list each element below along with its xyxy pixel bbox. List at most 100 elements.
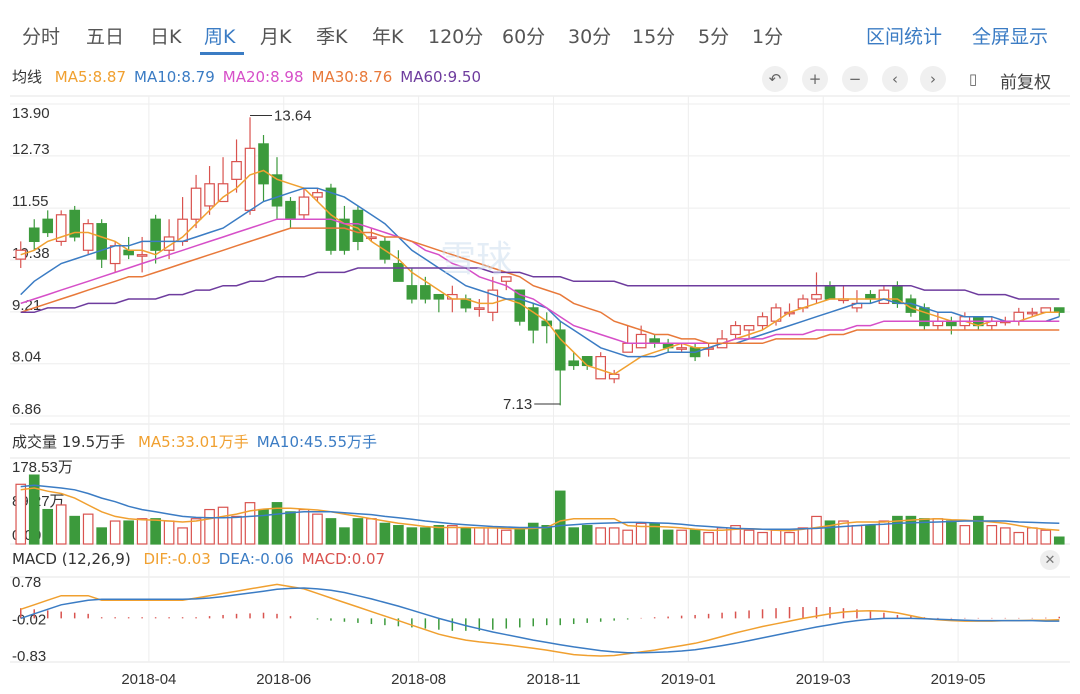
tab-4[interactable]: 月K [260,26,292,48]
candle-body [581,356,593,367]
x-tick-label: 2019-05 [931,671,986,688]
candle-body [82,223,94,251]
candle-body [244,147,256,211]
watermark: 雪球 [440,239,513,280]
tab-9[interactable]: 30分 [568,26,612,48]
candle-icon[interactable]: ▯ [960,66,986,92]
candle-body [393,262,404,282]
fullscreen-link[interactable]: 全屏显示 [972,26,1049,48]
volume-bar [460,527,472,545]
candle-body [811,293,822,300]
chevron-left-icon[interactable]: ‹ [882,66,908,92]
chevron-right-icon[interactable]: › [920,66,946,92]
macd-legend-item-0: DIF:-0.03 [143,550,211,568]
candle-body [622,342,633,353]
candle-body [28,227,40,242]
tab-2[interactable]: 日K [150,26,182,48]
candle-body [339,218,350,251]
macd-dif-line [20,583,1060,657]
candle-body [743,324,755,331]
volume-bar [136,518,148,545]
tab-1[interactable]: 五日 [86,26,125,48]
volume-bar [973,515,984,545]
x-tick-label: 2018-06 [256,671,311,688]
tab-6[interactable]: 年K [372,26,404,48]
candle-body [285,200,296,220]
candle-body [878,289,890,305]
volume-bar [447,525,458,545]
active-tab-underline [200,52,244,55]
ma-legend-item-3: MA30:8.76 [311,68,393,86]
volume-bar [905,515,917,545]
price-axis-label: 12.73 [12,141,50,158]
range-stats-link[interactable]: 区间统计 [866,26,943,48]
volume-bar [676,529,687,545]
macd-axis-label: -0.02 [12,611,46,628]
x-tick-label: 2018-08 [391,671,446,688]
volume-bar [757,531,768,545]
volume-bar [42,508,54,545]
candle-body [433,293,445,300]
volume-bar [420,527,431,545]
candle-body [757,316,768,327]
candle-body [204,183,215,207]
volume-bar [541,525,553,545]
volume-bar [231,515,242,545]
volume-bar [838,520,849,545]
plus-icon[interactable]: + [802,66,828,92]
tab-7[interactable]: 120分 [428,26,484,48]
candle-body [473,307,485,310]
candle-body [231,161,242,180]
volume-bar [487,527,499,545]
close-icon[interactable]: ✕ [1040,550,1060,570]
volume-bar [271,502,283,545]
ma-line-ma30 [20,227,1060,345]
price-axis-label: 13.90 [12,105,50,122]
candle-body [312,192,323,198]
x-tick-label: 2018-11 [527,671,581,688]
adjust-label[interactable]: 前复权 [1000,73,1051,93]
volume-bar [689,529,701,545]
volume-axis-label: 178.53万 [12,459,73,476]
volume-bar [730,525,741,545]
volume-bar [285,511,296,545]
tab-11[interactable]: 5分 [698,26,730,48]
ma-legend-item-0: MA5:8.87 [54,68,126,86]
x-tick-label: 2019-01 [661,671,716,688]
volume-bar [865,525,876,545]
price-axis-label: 11.55 [12,193,48,210]
annotation-high: 13.64 [274,108,312,125]
ma-legend-label: 均线 [12,68,43,86]
volume-bar [82,513,94,545]
volume-bar [635,522,647,545]
tab-12[interactable]: 1分 [752,26,784,48]
annotation-low: 7.13 [503,396,532,413]
tab-8[interactable]: 60分 [502,26,546,48]
candle-body [42,218,54,234]
candle-body [824,285,836,300]
volume-bar [500,529,512,545]
undo-icon[interactable]: ↶ [762,66,788,92]
volume-bar [15,483,27,545]
volume-bar [204,508,215,545]
tab-10[interactable]: 15分 [632,26,676,48]
volume-legend-item-1: MA10:45.55万手 [256,433,377,451]
volume-bar [325,518,337,545]
tab-5[interactable]: 季K [316,26,348,48]
candle-body [177,218,188,242]
volume-bar [514,527,526,545]
ma-legend: 均线 MA5:8.87 MA10:8.79 MA20:8.98 MA30:8.76 MA… [12,66,481,87]
price-axis-label: 9.21 [12,297,41,314]
volume-bar [1026,527,1038,545]
ma-line-ma20 [20,218,1060,345]
tab-0[interactable]: 分时 [22,26,61,48]
tab-3[interactable]: 周K [204,26,236,48]
volume-bar [150,518,161,545]
volume-bar [1053,536,1065,545]
volume-bar [339,527,350,545]
volume-bar [406,527,418,545]
volume-bar [811,515,822,545]
ma-line-ma5 [20,169,1060,376]
minus-icon[interactable]: − [842,66,868,92]
